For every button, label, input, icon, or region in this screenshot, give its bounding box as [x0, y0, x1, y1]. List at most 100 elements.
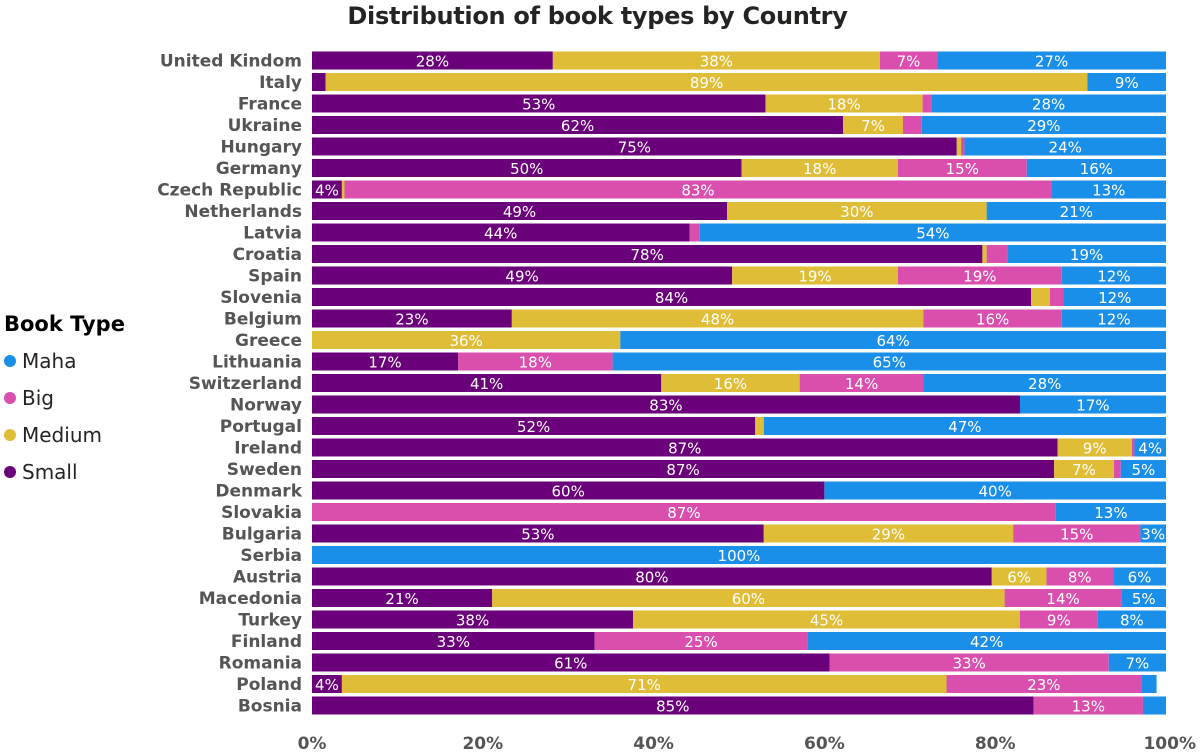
bar-austria-big[interactable]: [1046, 567, 1114, 586]
bar-latvia-maha[interactable]: [699, 223, 1166, 242]
bar-slovakia-maha[interactable]: [1055, 503, 1166, 521]
bar-norway-maha[interactable]: [1019, 395, 1166, 414]
bar-slovenia-medium[interactable]: [1031, 288, 1050, 306]
bar-macedonia-maha[interactable]: [1121, 589, 1166, 607]
bar-germany-small[interactable]: [312, 159, 742, 177]
bar-netherlands-maha[interactable]: [986, 202, 1166, 220]
bar-denmark-maha[interactable]: [824, 481, 1166, 500]
bar-bulgaria-big[interactable]: [1013, 524, 1141, 543]
legend-item-small[interactable]: Small: [4, 453, 125, 490]
bar-spain-medium[interactable]: [732, 266, 898, 285]
bar-turkey-big[interactable]: [1019, 610, 1098, 629]
bar-belgium-small[interactable]: [312, 309, 512, 328]
bar-ukraine-small[interactable]: [312, 116, 844, 134]
bar-belgium-big[interactable]: [923, 309, 1062, 328]
bar-bulgaria-maha[interactable]: [1140, 524, 1166, 543]
bar-poland-maha[interactable]: [1141, 675, 1157, 693]
bar-bosnia-big[interactable]: [1033, 696, 1143, 715]
bar-hungary-maha[interactable]: [964, 137, 1166, 156]
bar-slovenia-big[interactable]: [1049, 288, 1064, 306]
bar-turkey-small[interactable]: [312, 610, 634, 629]
bar-denmark-small[interactable]: [312, 481, 825, 500]
bar-ireland-small[interactable]: [312, 438, 1058, 457]
bar-poland-small[interactable]: [312, 675, 342, 693]
bar-ireland-maha[interactable]: [1134, 438, 1166, 457]
bar-spain-small[interactable]: [312, 266, 733, 285]
bar-ukraine-big[interactable]: [902, 116, 922, 134]
bar-serbia-maha[interactable]: [312, 546, 1166, 564]
bar-finland-big[interactable]: [594, 632, 808, 650]
bar-italy-medium[interactable]: [325, 73, 1088, 91]
bar-united-kindom-maha[interactable]: [937, 51, 1166, 70]
bar-lithuania-small[interactable]: [312, 352, 459, 371]
bar-slovenia-maha[interactable]: [1063, 288, 1166, 306]
bar-hungary-small[interactable]: [312, 137, 957, 156]
bar-hungary-big[interactable]: [961, 137, 965, 156]
bar-germany-medium[interactable]: [741, 159, 898, 177]
bar-greece-maha[interactable]: [620, 331, 1166, 349]
bar-sweden-big[interactable]: [1113, 460, 1121, 478]
bar-hungary-medium[interactable]: [956, 137, 962, 156]
bar-netherlands-small[interactable]: [312, 202, 728, 220]
bar-turkey-medium[interactable]: [633, 610, 1020, 629]
bar-poland-big[interactable]: [946, 675, 1142, 693]
bar-czech-republic-medium[interactable]: [341, 180, 345, 199]
bar-ireland-medium[interactable]: [1057, 438, 1132, 457]
bar-bulgaria-small[interactable]: [312, 524, 764, 543]
bar-latvia-big[interactable]: [689, 223, 700, 242]
bar-united-kindom-big[interactable]: [879, 51, 938, 70]
bar-lithuania-big[interactable]: [458, 352, 613, 371]
bar-france-maha[interactable]: [931, 94, 1166, 113]
bar-italy-small[interactable]: [312, 73, 326, 91]
legend-item-maha[interactable]: Maha: [4, 342, 125, 379]
bar-czech-republic-small[interactable]: [312, 180, 342, 199]
bar-bulgaria-medium[interactable]: [763, 524, 1014, 543]
bar-france-medium[interactable]: [765, 94, 923, 113]
bar-belgium-maha[interactable]: [1061, 309, 1166, 328]
bar-portugal-small[interactable]: [312, 417, 756, 435]
bar-switzerland-big[interactable]: [799, 374, 924, 392]
legend-item-big[interactable]: Big: [4, 379, 125, 416]
bar-belgium-medium[interactable]: [511, 309, 924, 328]
bar-croatia-small[interactable]: [312, 245, 983, 263]
bar-greece-medium[interactable]: [312, 331, 621, 349]
legend-item-medium[interactable]: Medium: [4, 416, 125, 453]
bar-ukraine-maha[interactable]: [921, 116, 1166, 134]
bar-france-small[interactable]: [312, 94, 766, 113]
bar-croatia-maha[interactable]: [1007, 245, 1166, 263]
bar-united-kindom-small[interactable]: [312, 51, 553, 70]
bar-romania-small[interactable]: [312, 653, 830, 672]
bar-italy-maha[interactable]: [1087, 73, 1166, 91]
bar-sweden-small[interactable]: [312, 460, 1055, 478]
bar-portugal-maha[interactable]: [763, 417, 1166, 435]
bar-sweden-maha[interactable]: [1120, 460, 1166, 478]
bar-latvia-small[interactable]: [312, 223, 690, 242]
bar-bosnia-small[interactable]: [312, 696, 1034, 715]
bar-germany-maha[interactable]: [1026, 159, 1166, 177]
bar-germany-big[interactable]: [897, 159, 1027, 177]
bar-portugal-medium[interactable]: [755, 417, 764, 435]
bar-finland-small[interactable]: [312, 632, 595, 650]
bar-austria-medium[interactable]: [991, 567, 1047, 586]
bar-macedonia-big[interactable]: [1004, 589, 1122, 607]
bar-united-kindom-medium[interactable]: [552, 51, 880, 70]
bar-slovenia-small[interactable]: [312, 288, 1032, 306]
bar-norway-small[interactable]: [312, 395, 1020, 414]
bar-switzerland-maha[interactable]: [923, 374, 1166, 392]
bar-sweden-medium[interactable]: [1054, 460, 1114, 478]
bar-bosnia-maha[interactable]: [1142, 696, 1166, 715]
bar-switzerland-small[interactable]: [312, 374, 662, 392]
bar-france-big[interactable]: [922, 94, 932, 113]
bar-poland-medium[interactable]: [341, 675, 947, 693]
bar-switzerland-medium[interactable]: [661, 374, 800, 392]
bar-austria-maha[interactable]: [1113, 567, 1166, 586]
bar-macedonia-medium[interactable]: [492, 589, 1005, 607]
bar-macedonia-small[interactable]: [312, 589, 493, 607]
bar-austria-small[interactable]: [312, 567, 992, 586]
bar-czech-republic-big[interactable]: [344, 180, 1052, 199]
bar-finland-maha[interactable]: [807, 632, 1166, 650]
bar-czech-republic-maha[interactable]: [1051, 180, 1166, 199]
bar-slovakia-big[interactable]: [312, 503, 1056, 521]
bar-romania-big[interactable]: [829, 653, 1109, 672]
bar-croatia-medium[interactable]: [982, 245, 987, 263]
